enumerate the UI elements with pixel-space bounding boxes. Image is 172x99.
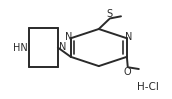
Text: O: O bbox=[123, 67, 131, 77]
Text: HN: HN bbox=[13, 43, 28, 53]
Text: H-Cl: H-Cl bbox=[137, 82, 159, 92]
Text: N: N bbox=[125, 32, 133, 42]
Text: N: N bbox=[65, 32, 72, 42]
Text: S: S bbox=[106, 9, 112, 19]
Text: N: N bbox=[59, 42, 67, 52]
